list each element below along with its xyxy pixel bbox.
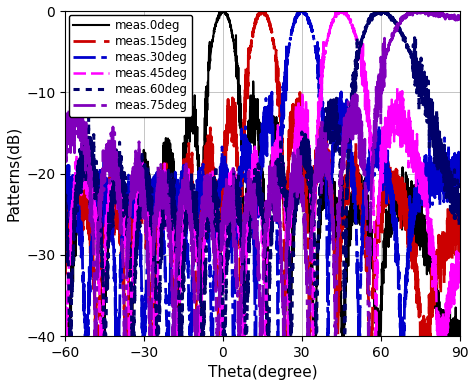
- Line: meas.0deg: meas.0deg: [65, 11, 460, 336]
- meas.60deg: [67, 334, 73, 339]
- meas.15deg: [62, 240, 68, 245]
- meas.15deg: [214, 233, 219, 237]
- meas.60deg: [449, 210, 455, 215]
- meas.0deg: [217, 9, 223, 14]
- meas.45deg: [107, 191, 113, 195]
- meas.0deg: [108, 220, 113, 225]
- meas.60deg: [407, 47, 412, 52]
- meas.75deg: [231, 225, 237, 229]
- meas.75deg: [92, 334, 98, 339]
- meas.30deg: [108, 200, 113, 205]
- Line: meas.75deg: meas.75deg: [65, 11, 460, 336]
- meas.0deg: [131, 245, 137, 250]
- meas.60deg: [214, 220, 219, 224]
- meas.60deg: [62, 221, 68, 225]
- meas.45deg: [213, 212, 219, 217]
- Line: meas.30deg: meas.30deg: [65, 11, 460, 336]
- meas.60deg: [108, 209, 113, 213]
- meas.15deg: [449, 257, 455, 261]
- meas.15deg: [93, 334, 99, 339]
- meas.75deg: [449, 14, 455, 19]
- meas.60deg: [375, 9, 381, 14]
- meas.15deg: [231, 95, 237, 100]
- Line: meas.15deg: meas.15deg: [65, 11, 460, 336]
- meas.0deg: [407, 215, 412, 220]
- meas.30deg: [131, 204, 137, 208]
- meas.0deg: [449, 330, 455, 335]
- meas.75deg: [214, 310, 219, 315]
- meas.15deg: [131, 198, 137, 203]
- meas.30deg: [82, 334, 88, 339]
- meas.75deg: [131, 165, 137, 170]
- Y-axis label: Patterns(dB): Patterns(dB): [6, 126, 20, 221]
- meas.45deg: [62, 334, 68, 339]
- meas.30deg: [231, 334, 237, 339]
- meas.60deg: [231, 185, 237, 190]
- meas.30deg: [449, 172, 455, 176]
- meas.45deg: [457, 266, 463, 270]
- meas.30deg: [297, 9, 303, 14]
- meas.75deg: [457, 14, 463, 19]
- meas.0deg: [214, 19, 219, 24]
- meas.45deg: [449, 268, 455, 273]
- meas.30deg: [62, 196, 68, 201]
- meas.30deg: [407, 225, 412, 229]
- meas.60deg: [457, 206, 463, 210]
- meas.0deg: [457, 332, 463, 337]
- meas.15deg: [108, 190, 113, 194]
- meas.75deg: [62, 154, 68, 158]
- meas.15deg: [407, 208, 412, 212]
- Line: meas.60deg: meas.60deg: [65, 11, 460, 336]
- meas.45deg: [407, 136, 412, 141]
- meas.75deg: [108, 161, 113, 166]
- Line: meas.45deg: meas.45deg: [65, 11, 460, 336]
- X-axis label: Theta(degree): Theta(degree): [208, 366, 317, 381]
- meas.0deg: [231, 41, 237, 45]
- meas.60deg: [131, 334, 137, 339]
- meas.75deg: [408, 9, 413, 14]
- meas.30deg: [457, 170, 463, 175]
- meas.0deg: [62, 289, 68, 293]
- meas.15deg: [258, 9, 264, 14]
- meas.0deg: [63, 334, 68, 339]
- meas.15deg: [457, 208, 463, 212]
- meas.45deg: [231, 194, 237, 198]
- meas.75deg: [407, 12, 412, 17]
- meas.45deg: [131, 254, 137, 258]
- meas.45deg: [335, 9, 340, 14]
- meas.30deg: [214, 205, 219, 210]
- Legend: meas.0deg, meas.15deg, meas.30deg, meas.45deg, meas.60deg, meas.75deg: meas.0deg, meas.15deg, meas.30deg, meas.…: [69, 15, 192, 117]
